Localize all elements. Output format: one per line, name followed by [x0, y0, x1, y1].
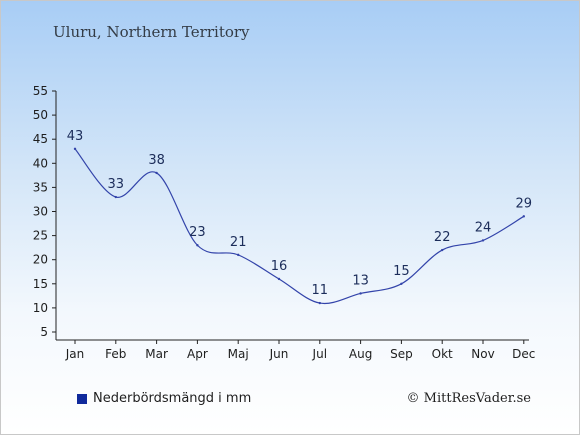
- y-tick-label: 25: [33, 229, 48, 243]
- legend: Nederbördsmängd i mm: [77, 391, 251, 406]
- data-point: [237, 253, 240, 257]
- data-label: 16: [271, 259, 288, 274]
- data-label: 29: [516, 196, 533, 211]
- x-tick-label: Dec: [512, 347, 535, 361]
- x-tick-label: Apr: [187, 347, 208, 361]
- x-tick-label: Maj: [228, 347, 249, 361]
- y-tick-label: 45: [33, 132, 48, 146]
- data-point: [318, 301, 321, 305]
- y-tick-label: 55: [33, 84, 48, 98]
- y-tick-label: 30: [33, 205, 48, 219]
- y-tick-label: 10: [33, 301, 48, 315]
- data-label: 15: [393, 264, 410, 279]
- data-point: [522, 215, 525, 218]
- x-tick-label: Jun: [269, 347, 289, 361]
- y-tick-label: 35: [33, 180, 48, 194]
- data-point: [359, 292, 362, 295]
- x-tick-label: Jul: [312, 347, 327, 361]
- y-tick-label: 5: [40, 325, 48, 339]
- data-point: [196, 244, 199, 247]
- legend-label: Nederbördsmängd i mm: [93, 391, 252, 406]
- data-point: [441, 248, 444, 252]
- x-tick-label: Jan: [65, 347, 85, 361]
- data-point: [481, 239, 485, 242]
- x-tick-label: Sep: [390, 347, 413, 361]
- data-label: 22: [434, 230, 451, 245]
- data-label: 43: [67, 129, 84, 144]
- y-tick-label: 40: [33, 156, 48, 170]
- y-tick-label: 15: [33, 277, 48, 291]
- data-label: 13: [352, 273, 369, 288]
- data-point: [114, 195, 118, 199]
- legend-swatch: [77, 393, 87, 404]
- data-label: 38: [148, 153, 165, 168]
- copyright-text: © MittResVader.se: [406, 391, 531, 406]
- x-tick-label: Okt: [432, 347, 453, 361]
- y-tick-label: 50: [33, 108, 48, 122]
- x-tick-label: Feb: [105, 347, 126, 361]
- data-point: [155, 171, 158, 175]
- data-point: [73, 147, 77, 151]
- data-label: 11: [312, 283, 329, 298]
- data-label: 33: [108, 177, 125, 192]
- series-line-precipitation: [74, 148, 525, 305]
- data-label: 23: [189, 225, 206, 240]
- data-label: 21: [230, 235, 247, 250]
- x-tick-label: Aug: [349, 347, 372, 361]
- chart-title: Uluru, Northern Territory: [53, 23, 250, 41]
- data-point: [277, 277, 281, 281]
- data-point: [400, 282, 403, 285]
- data-label: 24: [475, 220, 492, 235]
- x-tick-label: Nov: [471, 347, 494, 361]
- y-tick-label: 20: [33, 253, 48, 267]
- x-tick-label: Mar: [145, 347, 168, 361]
